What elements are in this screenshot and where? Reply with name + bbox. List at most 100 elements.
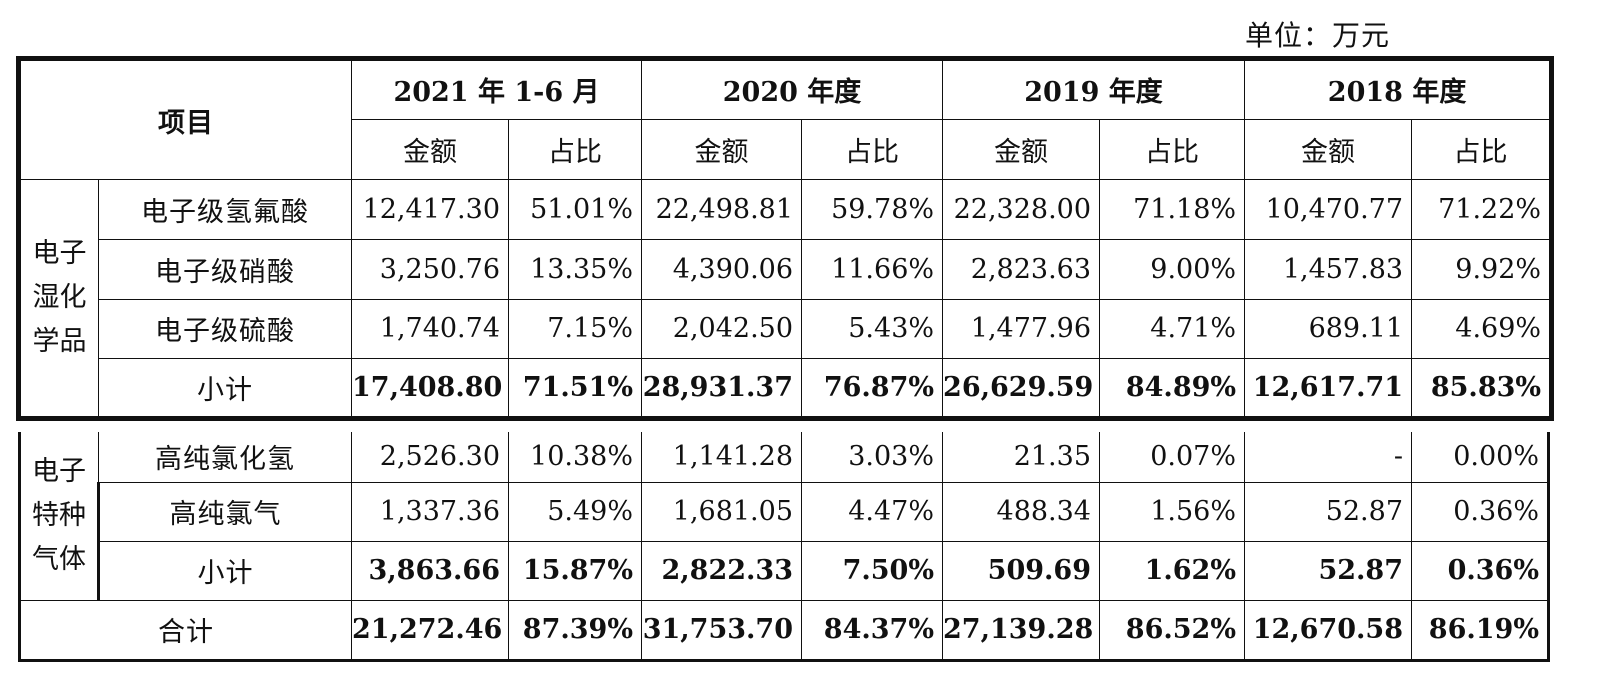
cell-amount: 12,617.71	[1244, 358, 1413, 419]
cell-amount: 2,823.63	[942, 239, 1101, 300]
cell-ratio: 86.52%	[1099, 599, 1245, 662]
cell-ratio: 0.07%	[1099, 432, 1245, 483]
table-row: 高纯氯气 1,337.36 5.49% 1,681.05 4.47% 488.3…	[20, 481, 1550, 542]
revenue-table-specialty-gases: 电子 特种 气体 高纯氯化氢 2,526.30 10.38% 1,141.28 …	[18, 432, 1550, 662]
cell-ratio: 11.66%	[801, 239, 944, 300]
cell-ratio: 76.87%	[801, 358, 944, 419]
cell-ratio: 71.22%	[1411, 179, 1553, 240]
row-name: 高纯氯气	[97, 481, 352, 542]
table-row: 电子 特种 气体 高纯氯化氢 2,526.30 10.38% 1,141.28 …	[18, 432, 1550, 601]
cell-amount: 488.34	[942, 481, 1100, 542]
row-name-total: 合计	[18, 599, 352, 662]
cell-ratio: 15.87%	[508, 540, 642, 601]
revenue-table-wet-chemicals: 项目 2021 年 1-6 月 2020 年度 2019 年度 2018 年度 …	[16, 56, 1555, 421]
cell-ratio: 0.36%	[1411, 481, 1550, 542]
cell-ratio: 71.51%	[507, 358, 643, 419]
cell-ratio: 59.78%	[801, 179, 944, 240]
header-item: 项目	[18, 57, 352, 181]
header-row-periods: 项目 2021 年 1-6 月 2020 年度 2019 年度 2018 年度	[18, 57, 1553, 181]
cell-ratio: 4.69%	[1411, 298, 1553, 360]
cell-ratio: 7.15%	[507, 298, 643, 360]
cell-ratio: 3.03%	[801, 432, 943, 483]
cell-amount: 1,681.05	[641, 481, 802, 542]
row-name: 电子级硝酸	[98, 239, 352, 300]
row-name: 小计	[97, 540, 352, 601]
header-period: 2020 年度	[641, 58, 944, 120]
cell-ratio: 7.50%	[801, 540, 943, 601]
table-row: 电子级硫酸 1,740.74 7.15% 2,042.50 5.43% 1,47…	[19, 298, 1553, 360]
cell-ratio: 51.01%	[507, 179, 643, 240]
header-amount: 金额	[942, 118, 1101, 181]
cell-amount: 12,670.58	[1244, 599, 1412, 662]
cell-ratio: 71.18%	[1099, 179, 1246, 240]
table-row: 电子 湿化 学品 电子级氢氟酸 12,417.30 51.01% 22,498.…	[18, 179, 1553, 419]
cell-ratio: 85.83%	[1411, 358, 1553, 419]
cell-ratio: 4.71%	[1099, 298, 1246, 360]
cell-amount: 27,139.28	[942, 599, 1100, 662]
cell-amount: 509.69	[942, 540, 1100, 601]
cell-ratio: 84.89%	[1099, 358, 1246, 419]
header-period: 2019 年度	[942, 58, 1246, 120]
cell-amount: 689.11	[1244, 298, 1413, 360]
cell-amount: 1,477.96	[942, 298, 1101, 360]
cell-amount: 21.35	[942, 432, 1100, 483]
header-amount: 金额	[1244, 118, 1413, 181]
header-amount: 金额	[641, 118, 803, 181]
cell-ratio: 10.38%	[508, 432, 642, 483]
cell-ratio: 86.19%	[1411, 599, 1550, 662]
cell-amount: 22,328.00	[942, 179, 1101, 240]
row-name: 电子级氢氟酸	[98, 179, 352, 240]
header-ratio: 占比	[507, 118, 643, 181]
row-name: 电子级硫酸	[98, 298, 352, 360]
cell-ratio: 9.00%	[1099, 239, 1246, 300]
total-row: 合计 21,272.46 87.39% 31,753.70 84.37% 27,…	[18, 599, 1550, 662]
cell-ratio: 87.39%	[508, 599, 642, 662]
cell-amount: 3,250.76	[351, 239, 509, 300]
cell-ratio: 0.36%	[1411, 540, 1550, 601]
cell-amount: 52.87	[1244, 481, 1412, 542]
cell-amount: 10,470.77	[1244, 179, 1413, 240]
cell-ratio: 4.47%	[801, 481, 943, 542]
header-ratio: 占比	[801, 118, 944, 181]
cell-ratio: 1.62%	[1099, 540, 1245, 601]
row-name: 小计	[98, 358, 352, 419]
header-period: 2018 年度	[1244, 58, 1553, 120]
header-ratio: 占比	[1411, 118, 1553, 181]
header-ratio: 占比	[1099, 118, 1246, 181]
cell-amount: 2,822.33	[641, 540, 802, 601]
cell-amount: 1,740.74	[351, 298, 509, 360]
unit-label: 单位：万元	[1244, 19, 1390, 52]
header-period: 2021 年 1-6 月	[350, 58, 643, 120]
cell-amount: 21,272.46	[351, 599, 509, 662]
cell-amount: 2,526.30	[351, 432, 509, 483]
cell-amount: 3,863.66	[351, 540, 509, 601]
cell-amount: 31,753.70	[641, 599, 802, 662]
subtotal-row: 小计 17,408.80 71.51% 28,931.37 76.87% 26,…	[19, 358, 1553, 419]
cell-ratio: 5.43%	[801, 298, 944, 360]
cell-ratio: 9.92%	[1411, 239, 1553, 300]
cell-ratio: 84.37%	[801, 599, 943, 662]
cell-ratio: 5.49%	[508, 481, 642, 542]
cell-amount: 12,417.30	[351, 179, 509, 240]
cell-ratio: 0.00%	[1411, 432, 1550, 483]
cell-amount: 1,141.28	[641, 432, 802, 483]
cell-amount: 52.87	[1244, 540, 1412, 601]
subtotal-row: 小计 3,863.66 15.87% 2,822.33 7.50% 509.69…	[20, 540, 1550, 601]
cell-amount: 1,457.83	[1244, 239, 1413, 300]
cell-ratio: 13.35%	[507, 239, 643, 300]
cell-amount: 1,337.36	[351, 481, 509, 542]
group-label-specialty-gases: 电子 特种 气体	[18, 432, 99, 601]
table-row: 电子级硝酸 3,250.76 13.35% 4,390.06 11.66% 2,…	[19, 239, 1553, 300]
cell-amount: -	[1244, 432, 1412, 483]
cell-amount: 28,931.37	[641, 358, 803, 419]
header-amount: 金额	[351, 118, 509, 181]
cell-ratio: 1.56%	[1099, 481, 1245, 542]
cell-amount: 2,042.50	[641, 298, 803, 360]
group-label-wet-chemicals: 电子 湿化 学品	[18, 179, 99, 419]
row-name: 高纯氯化氢	[98, 432, 352, 483]
header-row-metrics: 金额 占比 金额 占比 金额 占比 金额 占比	[19, 118, 1553, 181]
cell-amount: 4,390.06	[641, 239, 803, 300]
cell-amount: 17,408.80	[351, 358, 509, 419]
cell-amount: 22,498.81	[641, 179, 803, 240]
cell-amount: 26,629.59	[942, 358, 1101, 419]
